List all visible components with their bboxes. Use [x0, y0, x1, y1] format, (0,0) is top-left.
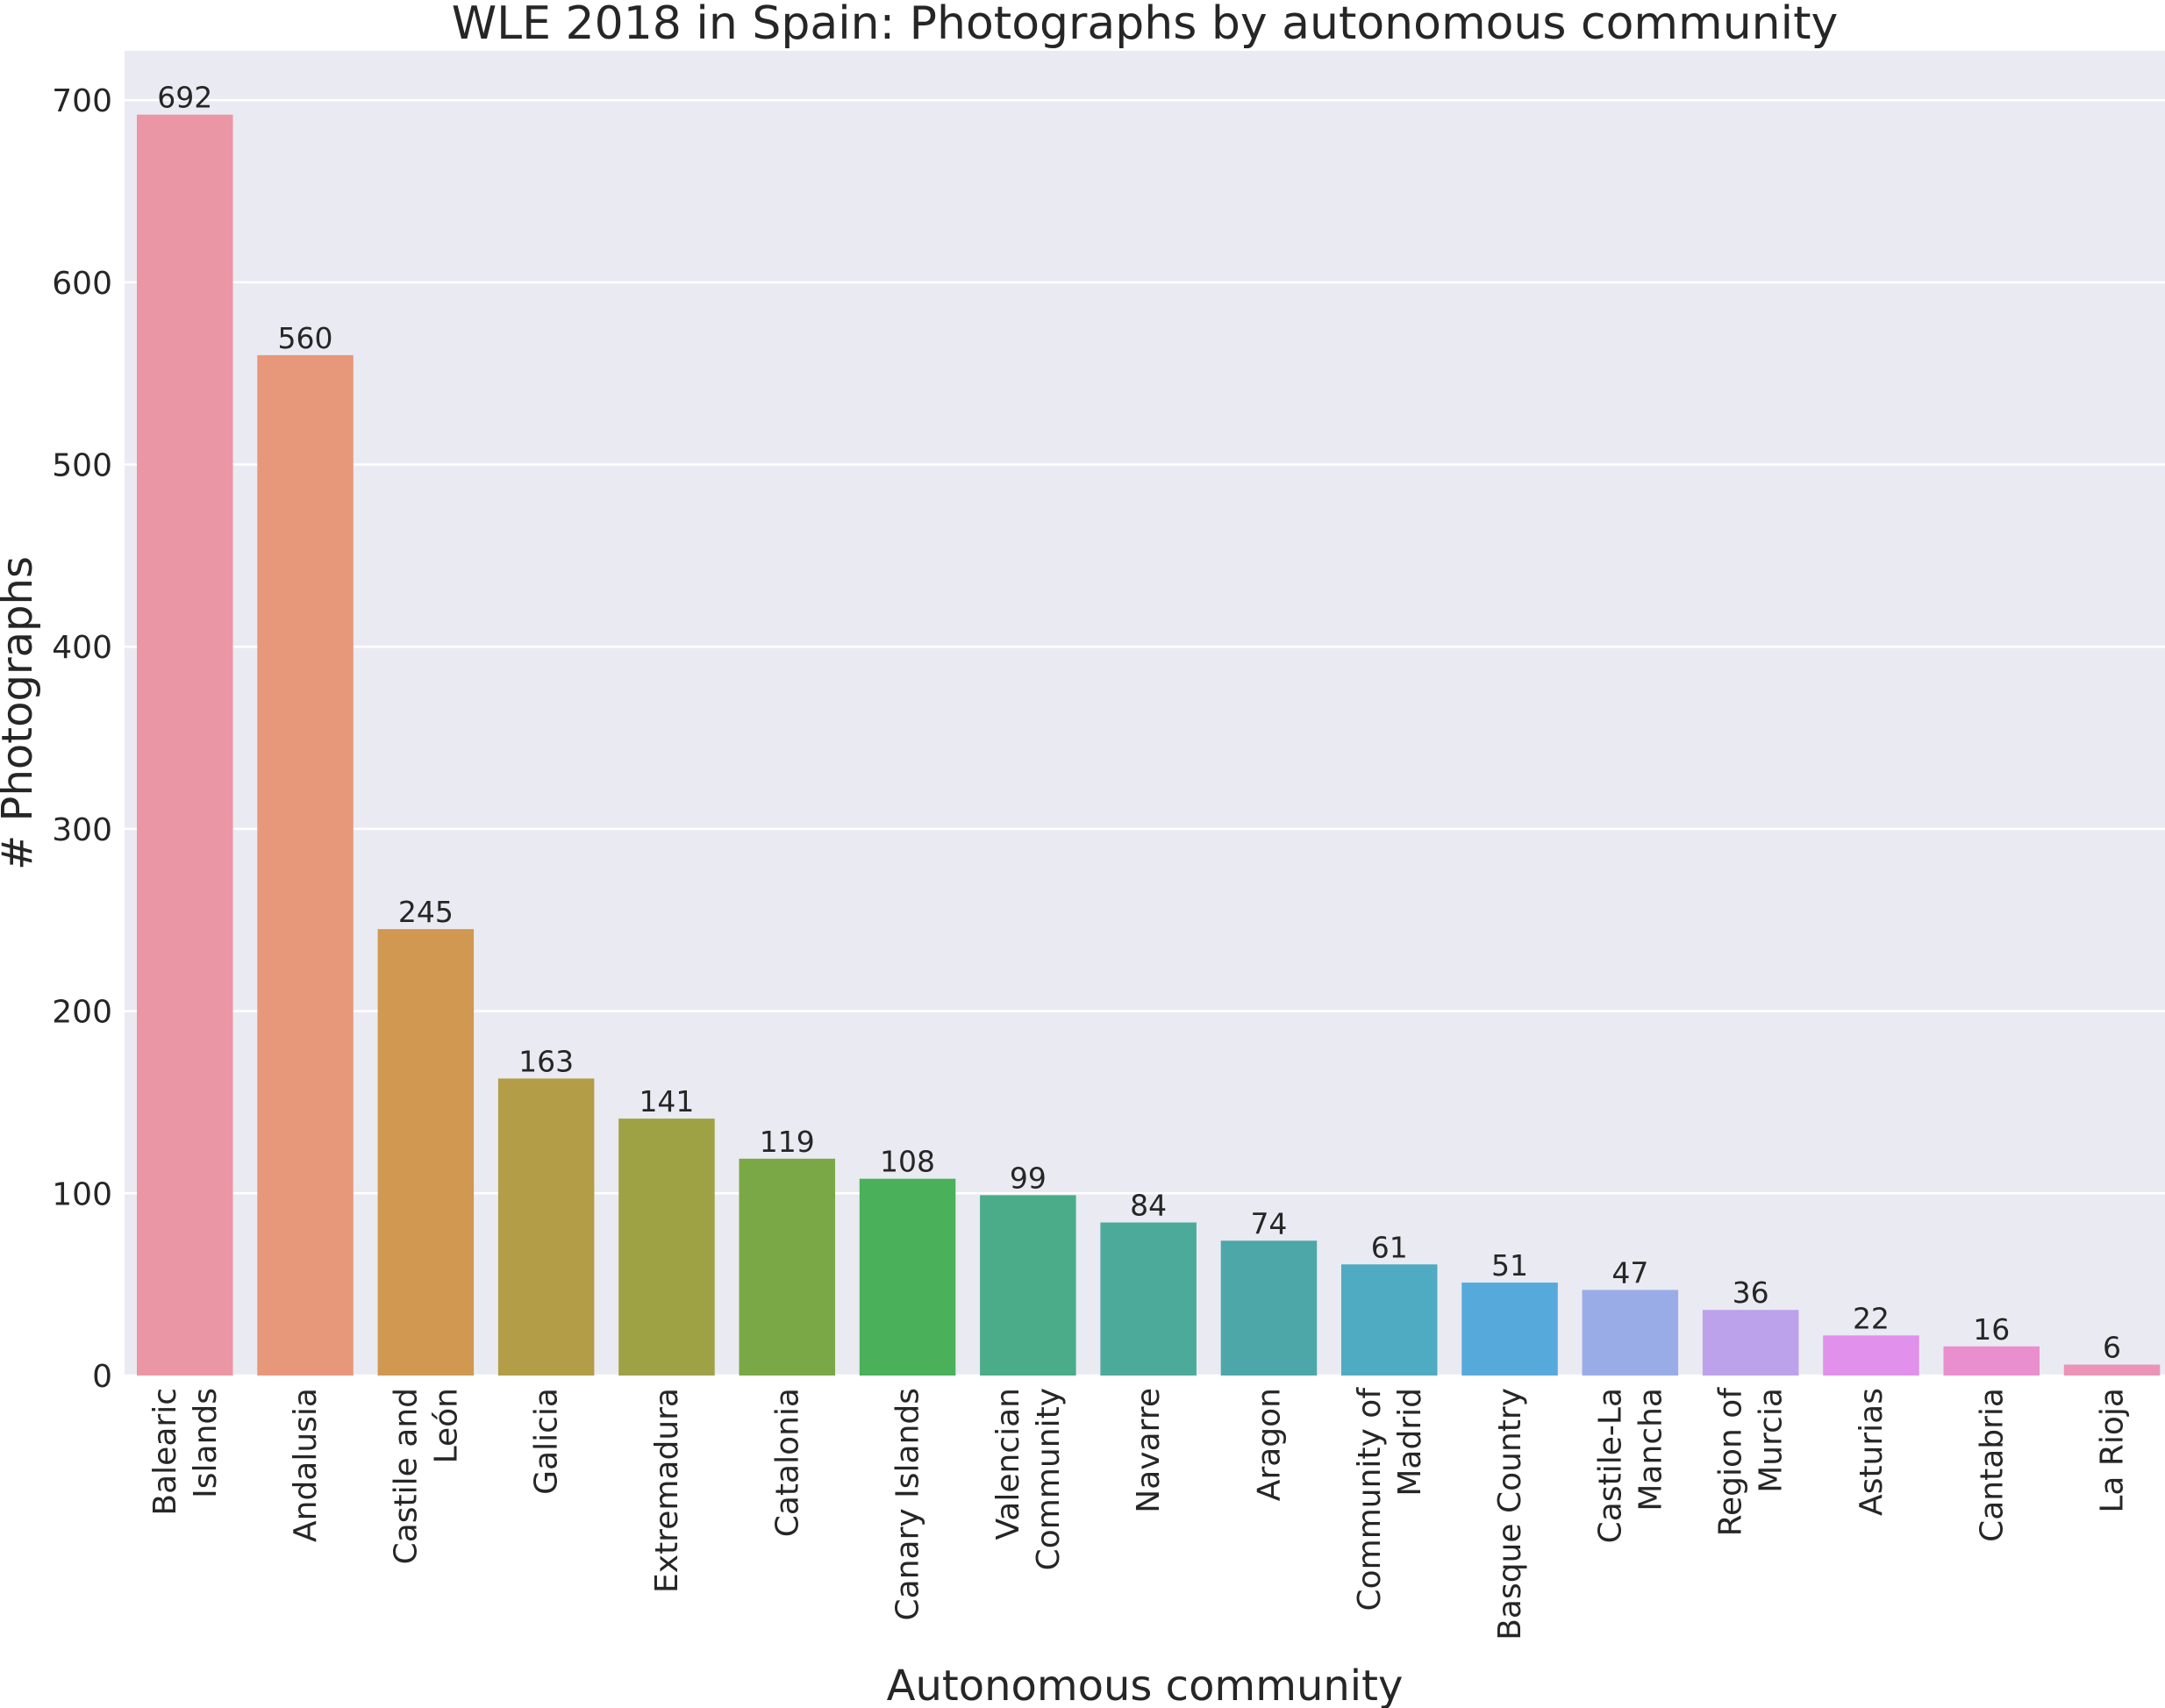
x-tick-label-line: Extremadura — [649, 1388, 685, 1593]
bar — [1100, 1222, 1197, 1376]
bar — [739, 1158, 835, 1376]
bar-value-label: 51 — [1491, 1248, 1528, 1283]
x-tick-label-line: Castile and — [388, 1388, 424, 1564]
bar-value-label: 245 — [398, 895, 454, 929]
x-tick-label-line: Galicia — [529, 1388, 565, 1495]
x-tick-label-line: Navarre — [1131, 1388, 1167, 1513]
bar-value-label: 36 — [1733, 1276, 1769, 1310]
x-tick-label-line: Catalonia — [769, 1388, 805, 1537]
bar — [1582, 1290, 1679, 1376]
bar-value-label: 692 — [157, 81, 212, 115]
bar-value-label: 84 — [1130, 1189, 1167, 1223]
x-tick-label-line: Andalusia — [288, 1388, 324, 1542]
x-tick-label: Catalonia — [769, 1388, 805, 1537]
bar-value-label: 119 — [760, 1125, 815, 1159]
x-tick-label-line: Madrid — [1392, 1388, 1428, 1497]
x-axis-ticks: Balearic Islands Andalusia Castile and León G… — [147, 1387, 2131, 1640]
bar-value-label: 22 — [1853, 1301, 1890, 1335]
bar — [1341, 1264, 1438, 1376]
bar-value-label: 6 — [2103, 1331, 2121, 1365]
x-tick-label-line: Region of — [1713, 1387, 1749, 1537]
y-tick-label: 400 — [52, 630, 112, 666]
x-tick-label-line: Aragon — [1251, 1388, 1287, 1501]
x-tick-label: Extremadura — [649, 1388, 685, 1593]
bar — [1220, 1240, 1318, 1376]
x-tick-label-line: Community of — [1352, 1387, 1388, 1612]
x-tick-label-line: Canary Islands — [890, 1388, 926, 1620]
bar-value-label: 74 — [1250, 1206, 1287, 1240]
x-axis-label: Autonomous community — [887, 1662, 1404, 1708]
y-tick-label: 600 — [52, 266, 112, 302]
y-tick-label: 500 — [52, 447, 112, 483]
bar — [618, 1118, 715, 1376]
x-tick-label: Castile-La Mancha — [1592, 1388, 1668, 1543]
x-tick-label: Canary Islands — [890, 1388, 926, 1620]
x-tick-label-line: Cantabria — [1974, 1388, 2010, 1542]
x-tick-label: Navarre — [1131, 1388, 1167, 1513]
y-tick-label: 200 — [52, 995, 112, 1031]
bar-value-label: 560 — [278, 321, 333, 355]
x-tick-label-line: Valencian — [990, 1388, 1026, 1540]
bar-value-label: 61 — [1371, 1230, 1408, 1264]
bars — [137, 114, 2161, 1376]
bar-value-label: 16 — [1973, 1312, 2010, 1347]
x-tick-label: La Rioja — [2095, 1388, 2131, 1513]
bar-value-label: 108 — [880, 1145, 935, 1179]
bar — [2063, 1364, 2161, 1376]
x-tick-label: Castile and León — [388, 1388, 464, 1564]
y-tick-label: 0 — [92, 1359, 112, 1395]
x-tick-label-line: Community — [1031, 1388, 1067, 1570]
bar — [497, 1078, 595, 1376]
bar-value-label: 99 — [1010, 1161, 1047, 1195]
y-tick-label: 300 — [52, 812, 112, 848]
x-tick-label: Cantabria — [1974, 1388, 2010, 1542]
x-tick-label: Aragon — [1251, 1388, 1287, 1501]
bar — [1461, 1283, 1558, 1376]
x-tick-label: Galicia — [529, 1388, 565, 1495]
bar-value-label: 141 — [639, 1084, 694, 1118]
x-tick-label: Valencian Community — [990, 1388, 1067, 1570]
x-tick-label: Andalusia — [288, 1388, 324, 1542]
x-tick-label: Basque Country — [1492, 1388, 1528, 1640]
bar-value-label: 47 — [1611, 1255, 1648, 1290]
y-tick-label: 100 — [52, 1176, 112, 1212]
bar-value-labels: 692 560 245 163 141 119 108 99 84 74 61 51 47 36 22 16 6 — [157, 81, 2121, 1365]
x-tick-label-line: Murcia — [1754, 1388, 1790, 1493]
x-tick-label: Asturias — [1854, 1388, 1890, 1516]
bar — [257, 354, 354, 1376]
bar — [859, 1178, 956, 1376]
bar-value-label: 163 — [518, 1044, 574, 1078]
x-tick-label-line: Basque Country — [1492, 1388, 1528, 1640]
x-tick-label-line: Asturias — [1854, 1388, 1890, 1516]
chart-title: WLE 2018 in Spain: Photographs by autono… — [452, 0, 1838, 50]
x-tick-label-line: León — [428, 1388, 464, 1463]
bar — [1823, 1335, 1919, 1376]
bar — [377, 929, 475, 1376]
x-tick-label-line: Islands — [188, 1388, 224, 1498]
y-axis-ticks: 0 100 200 300 400 500 600 700 — [52, 83, 112, 1395]
x-tick-label-line: La Rioja — [2095, 1388, 2131, 1513]
x-tick-label-line: Balearic — [147, 1388, 183, 1516]
bar — [980, 1195, 1076, 1376]
x-tick-label-line: Castile-La — [1592, 1388, 1628, 1543]
x-tick-label: Balearic Islands — [147, 1388, 224, 1516]
bar — [1943, 1346, 2040, 1376]
bar — [137, 114, 233, 1376]
x-tick-label: Community of Madrid — [1352, 1387, 1428, 1612]
y-axis-label: # Photographs — [0, 556, 42, 870]
y-tick-label: 700 — [52, 83, 112, 119]
x-tick-label: Region of Murcia — [1713, 1387, 1790, 1537]
bar — [1702, 1310, 1799, 1376]
x-tick-label-line: Mancha — [1633, 1388, 1668, 1511]
